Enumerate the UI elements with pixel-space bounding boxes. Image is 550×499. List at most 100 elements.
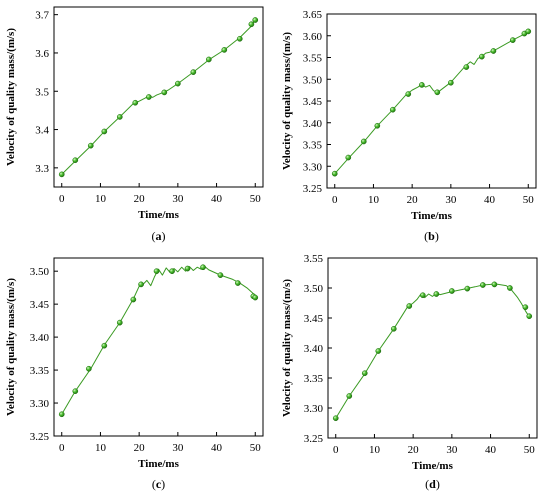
data-point [58, 411, 65, 418]
y-tick-label: 3.30 [303, 161, 323, 173]
data-point [175, 80, 181, 87]
x-axis-label: Time/ms [412, 460, 453, 472]
y-tick-label: 3.25 [303, 183, 323, 195]
y-tick-label: 3.30 [30, 398, 50, 410]
x-tick-label: 0 [59, 442, 65, 454]
data-point [130, 296, 137, 303]
x-tick-label: 10 [95, 442, 107, 454]
y-tick-label: 3.40 [303, 118, 323, 130]
y-tick-label: 3.45 [304, 313, 324, 325]
data-point [200, 264, 206, 271]
data-point [464, 285, 471, 292]
x-tick-label: 0 [333, 444, 339, 456]
data-point [116, 114, 123, 120]
data-point [479, 282, 486, 288]
x-tick-label: 20 [134, 442, 146, 454]
data-point [375, 348, 382, 354]
plot-frame [53, 6, 264, 188]
data-point [490, 48, 497, 54]
data-point [389, 106, 396, 113]
y-tick-label: 3.5 [35, 86, 49, 98]
data-point [72, 388, 79, 395]
panel-label: (b) [424, 229, 439, 243]
x-tick-label: 50 [250, 442, 262, 454]
chart-panel-b: 0 10 20 30 40 50 3.25 3.30 3.35 3.40 3.45 3.50 3.55 3… [281, 9, 537, 243]
y-tick-label: 3.7 [35, 10, 49, 22]
y-tick-label: 3.50 [304, 283, 324, 295]
x-axis-label: Time/ms [411, 210, 452, 222]
y-tick-label: 3.25 [304, 433, 324, 445]
x-tick-label: 30 [172, 442, 184, 454]
x-tick-label: 0 [332, 194, 338, 206]
data-point [345, 154, 352, 161]
panel-label: (c) [152, 477, 165, 491]
y-tick-label: 3.45 [30, 299, 50, 311]
data-point [184, 265, 191, 272]
x-tick-label: 20 [134, 193, 146, 205]
x-tick-label: 40 [211, 442, 223, 454]
data-point [236, 35, 243, 42]
data-point [101, 342, 108, 349]
data-point [138, 281, 144, 288]
data-point [161, 89, 168, 96]
data-point [332, 415, 339, 422]
data-point [478, 53, 485, 60]
data-point [190, 69, 197, 75]
data-point [509, 37, 516, 43]
panel-label: (d) [425, 477, 440, 491]
y-tick-label: 3.50 [30, 266, 50, 278]
x-axis-label: Time/ms [138, 209, 179, 221]
data-point [419, 292, 426, 299]
x-tick-label: 50 [524, 444, 536, 456]
data-point [234, 280, 241, 286]
data-point [169, 268, 175, 275]
panel-label: (a) [152, 229, 166, 243]
y-tick-label: 3.35 [304, 373, 324, 385]
x-tick-label: 40 [211, 193, 223, 205]
data-point [361, 370, 368, 377]
series-line [61, 266, 256, 415]
data-point [221, 47, 228, 53]
y-tick-label: 3.65 [303, 9, 323, 21]
x-tick-label: 30 [172, 193, 184, 205]
data-point [85, 365, 92, 372]
data-point [116, 319, 123, 326]
x-tick-label: 40 [484, 194, 496, 206]
y-tick-label: 3.25 [30, 431, 50, 443]
x-tick-label: 20 [407, 194, 419, 206]
x-tick-label: 20 [408, 444, 420, 456]
x-tick-label: 50 [250, 193, 262, 205]
data-point [463, 64, 470, 70]
data-point [101, 128, 108, 135]
x-tick-label: 0 [59, 193, 65, 205]
data-point [252, 294, 259, 301]
y-tick-label: 3.35 [30, 365, 50, 377]
y-tick-label: 3.40 [304, 343, 324, 355]
data-point [390, 325, 397, 332]
data-point [360, 138, 367, 145]
y-tick-label: 3.45 [303, 96, 323, 108]
chart-panel-c: 0 10 20 30 40 50 3.25 3.30 3.35 3.40 3.45 3.50 Time/… [5, 257, 264, 491]
y-tick-label: 3.60 [303, 31, 323, 43]
y-tick-label: 3.30 [304, 403, 324, 415]
x-tick-label: 10 [95, 193, 107, 205]
data-point [374, 122, 381, 129]
data-point [418, 82, 425, 88]
x-tick-label: 10 [369, 444, 381, 456]
data-point [434, 89, 441, 96]
x-tick-label: 50 [523, 194, 535, 206]
y-tick-label: 3.6 [35, 48, 49, 60]
chart-panel-d: 0 10 20 30 40 50 3.25 3.30 3.35 3.40 3.45 3.50 3.55 T… [281, 253, 538, 491]
data-point [405, 91, 412, 97]
y-tick-label: 3.3 [35, 163, 49, 175]
data-point [217, 272, 224, 278]
data-point [132, 99, 139, 106]
x-tick-label: 30 [445, 194, 457, 206]
data-point [153, 268, 160, 275]
x-tick-label: 30 [446, 444, 458, 456]
data-point [331, 170, 338, 177]
data-point [507, 285, 513, 291]
data-point [346, 393, 353, 399]
series-line [334, 30, 529, 174]
